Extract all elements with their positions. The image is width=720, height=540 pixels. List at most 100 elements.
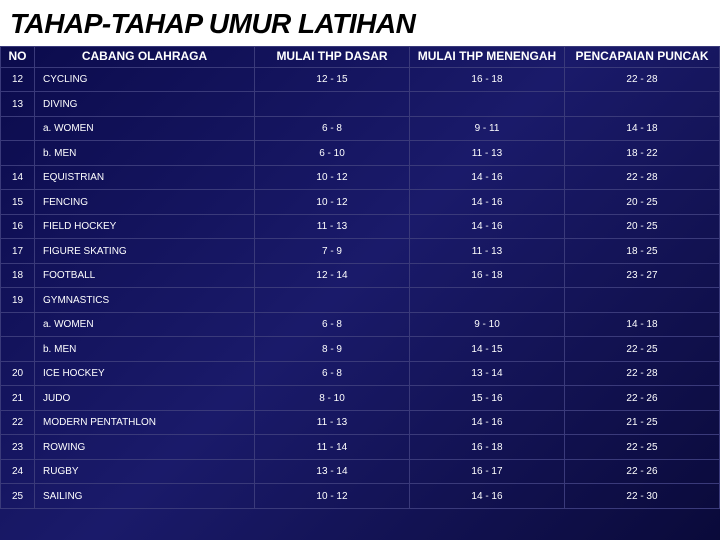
cell-sport: FOOTBALL <box>35 263 255 288</box>
cell-sport: ROWING <box>35 435 255 460</box>
cell-basic: 10 - 12 <box>255 190 410 215</box>
table-row: b. MEN6 - 1011 - 1318 - 22 <box>1 141 720 166</box>
table-header-row: NO CABANG OLAHRAGA MULAI THP DASAR MULAI… <box>1 47 720 68</box>
table-row: 23ROWING11 - 1416 - 1822 - 25 <box>1 435 720 460</box>
cell-peak <box>565 288 720 313</box>
cell-basic: 6 - 8 <box>255 361 410 386</box>
header-middle: MULAI THP MENENGAH <box>410 47 565 68</box>
cell-sport: FIGURE SKATING <box>35 239 255 264</box>
cell-no: 24 <box>1 459 35 484</box>
cell-middle: 14 - 15 <box>410 337 565 362</box>
cell-middle: 13 - 14 <box>410 361 565 386</box>
cell-basic: 7 - 9 <box>255 239 410 264</box>
cell-peak: 22 - 30 <box>565 484 720 509</box>
cell-sport: GYMNASTICS <box>35 288 255 313</box>
cell-peak: 14 - 18 <box>565 116 720 141</box>
header-peak: PENCAPAIAN PUNCAK <box>565 47 720 68</box>
cell-no: 22 <box>1 410 35 435</box>
table-row: 16FIELD HOCKEY11 - 1314 - 1620 - 25 <box>1 214 720 239</box>
cell-no: 19 <box>1 288 35 313</box>
cell-peak <box>565 92 720 117</box>
cell-middle: 9 - 10 <box>410 312 565 337</box>
cell-peak: 22 - 25 <box>565 337 720 362</box>
cell-basic: 11 - 13 <box>255 410 410 435</box>
cell-peak: 23 - 27 <box>565 263 720 288</box>
table-row: 12CYCLING12 - 1516 - 1822 - 28 <box>1 67 720 92</box>
training-age-table: NO CABANG OLAHRAGA MULAI THP DASAR MULAI… <box>0 46 720 509</box>
table-row: 15FENCING10 - 1214 - 1620 - 25 <box>1 190 720 215</box>
cell-no <box>1 116 35 141</box>
cell-basic: 6 - 10 <box>255 141 410 166</box>
table-row: 21JUDO8 - 1015 - 1622 - 26 <box>1 386 720 411</box>
cell-sport: SAILING <box>35 484 255 509</box>
cell-peak: 22 - 26 <box>565 459 720 484</box>
cell-sport: JUDO <box>35 386 255 411</box>
cell-middle: 16 - 18 <box>410 263 565 288</box>
cell-middle: 14 - 16 <box>410 410 565 435</box>
table-row: 24RUGBY13 - 1416 - 1722 - 26 <box>1 459 720 484</box>
table-row: b. MEN8 - 914 - 1522 - 25 <box>1 337 720 362</box>
table-row: 18FOOTBALL12 - 1416 - 1823 - 27 <box>1 263 720 288</box>
cell-sport: DIVING <box>35 92 255 117</box>
table-row: 25SAILING10 - 1214 - 1622 - 30 <box>1 484 720 509</box>
cell-no: 12 <box>1 67 35 92</box>
cell-sport: EQUISTRIAN <box>35 165 255 190</box>
cell-middle: 15 - 16 <box>410 386 565 411</box>
cell-basic: 11 - 14 <box>255 435 410 460</box>
cell-middle: 16 - 17 <box>410 459 565 484</box>
header-no: NO <box>1 47 35 68</box>
cell-basic: 6 - 8 <box>255 116 410 141</box>
cell-sport: ICE HOCKEY <box>35 361 255 386</box>
page-title: TAHAP-TAHAP UMUR LATIHAN <box>0 0 720 46</box>
cell-basic: 6 - 8 <box>255 312 410 337</box>
cell-middle <box>410 288 565 313</box>
cell-middle: 11 - 13 <box>410 141 565 166</box>
cell-basic: 10 - 12 <box>255 484 410 509</box>
cell-peak: 22 - 28 <box>565 165 720 190</box>
cell-peak: 22 - 28 <box>565 67 720 92</box>
table-row: a. WOMEN6 - 89 - 1114 - 18 <box>1 116 720 141</box>
cell-basic <box>255 288 410 313</box>
cell-middle: 14 - 16 <box>410 484 565 509</box>
table-row: 19GYMNASTICS <box>1 288 720 313</box>
cell-no: 21 <box>1 386 35 411</box>
cell-middle: 16 - 18 <box>410 67 565 92</box>
cell-no <box>1 312 35 337</box>
cell-basic: 12 - 15 <box>255 67 410 92</box>
cell-no: 20 <box>1 361 35 386</box>
header-sport: CABANG OLAHRAGA <box>35 47 255 68</box>
cell-no: 17 <box>1 239 35 264</box>
cell-basic: 8 - 10 <box>255 386 410 411</box>
cell-middle: 11 - 13 <box>410 239 565 264</box>
cell-middle: 14 - 16 <box>410 165 565 190</box>
cell-sport: a. WOMEN <box>35 312 255 337</box>
cell-basic: 11 - 13 <box>255 214 410 239</box>
table-row: 13DIVING <box>1 92 720 117</box>
cell-peak: 18 - 25 <box>565 239 720 264</box>
cell-no: 23 <box>1 435 35 460</box>
table-row: 20ICE HOCKEY6 - 813 - 1422 - 28 <box>1 361 720 386</box>
cell-sport: CYCLING <box>35 67 255 92</box>
cell-middle: 14 - 16 <box>410 190 565 215</box>
cell-no <box>1 337 35 362</box>
table-row: 17FIGURE SKATING7 - 911 - 1318 - 25 <box>1 239 720 264</box>
header-basic: MULAI THP DASAR <box>255 47 410 68</box>
cell-middle: 14 - 16 <box>410 214 565 239</box>
cell-peak: 22 - 28 <box>565 361 720 386</box>
table-row: 14EQUISTRIAN10 - 1214 - 1622 - 28 <box>1 165 720 190</box>
cell-peak: 22 - 25 <box>565 435 720 460</box>
cell-sport: MODERN PENTATHLON <box>35 410 255 435</box>
cell-sport: a. WOMEN <box>35 116 255 141</box>
cell-basic: 8 - 9 <box>255 337 410 362</box>
cell-basic: 13 - 14 <box>255 459 410 484</box>
table-row: 22MODERN PENTATHLON11 - 1314 - 1621 - 25 <box>1 410 720 435</box>
cell-peak: 20 - 25 <box>565 214 720 239</box>
cell-peak: 20 - 25 <box>565 190 720 215</box>
cell-middle: 16 - 18 <box>410 435 565 460</box>
cell-basic <box>255 92 410 117</box>
cell-basic: 10 - 12 <box>255 165 410 190</box>
cell-peak: 22 - 26 <box>565 386 720 411</box>
cell-no: 25 <box>1 484 35 509</box>
cell-no: 15 <box>1 190 35 215</box>
cell-peak: 14 - 18 <box>565 312 720 337</box>
